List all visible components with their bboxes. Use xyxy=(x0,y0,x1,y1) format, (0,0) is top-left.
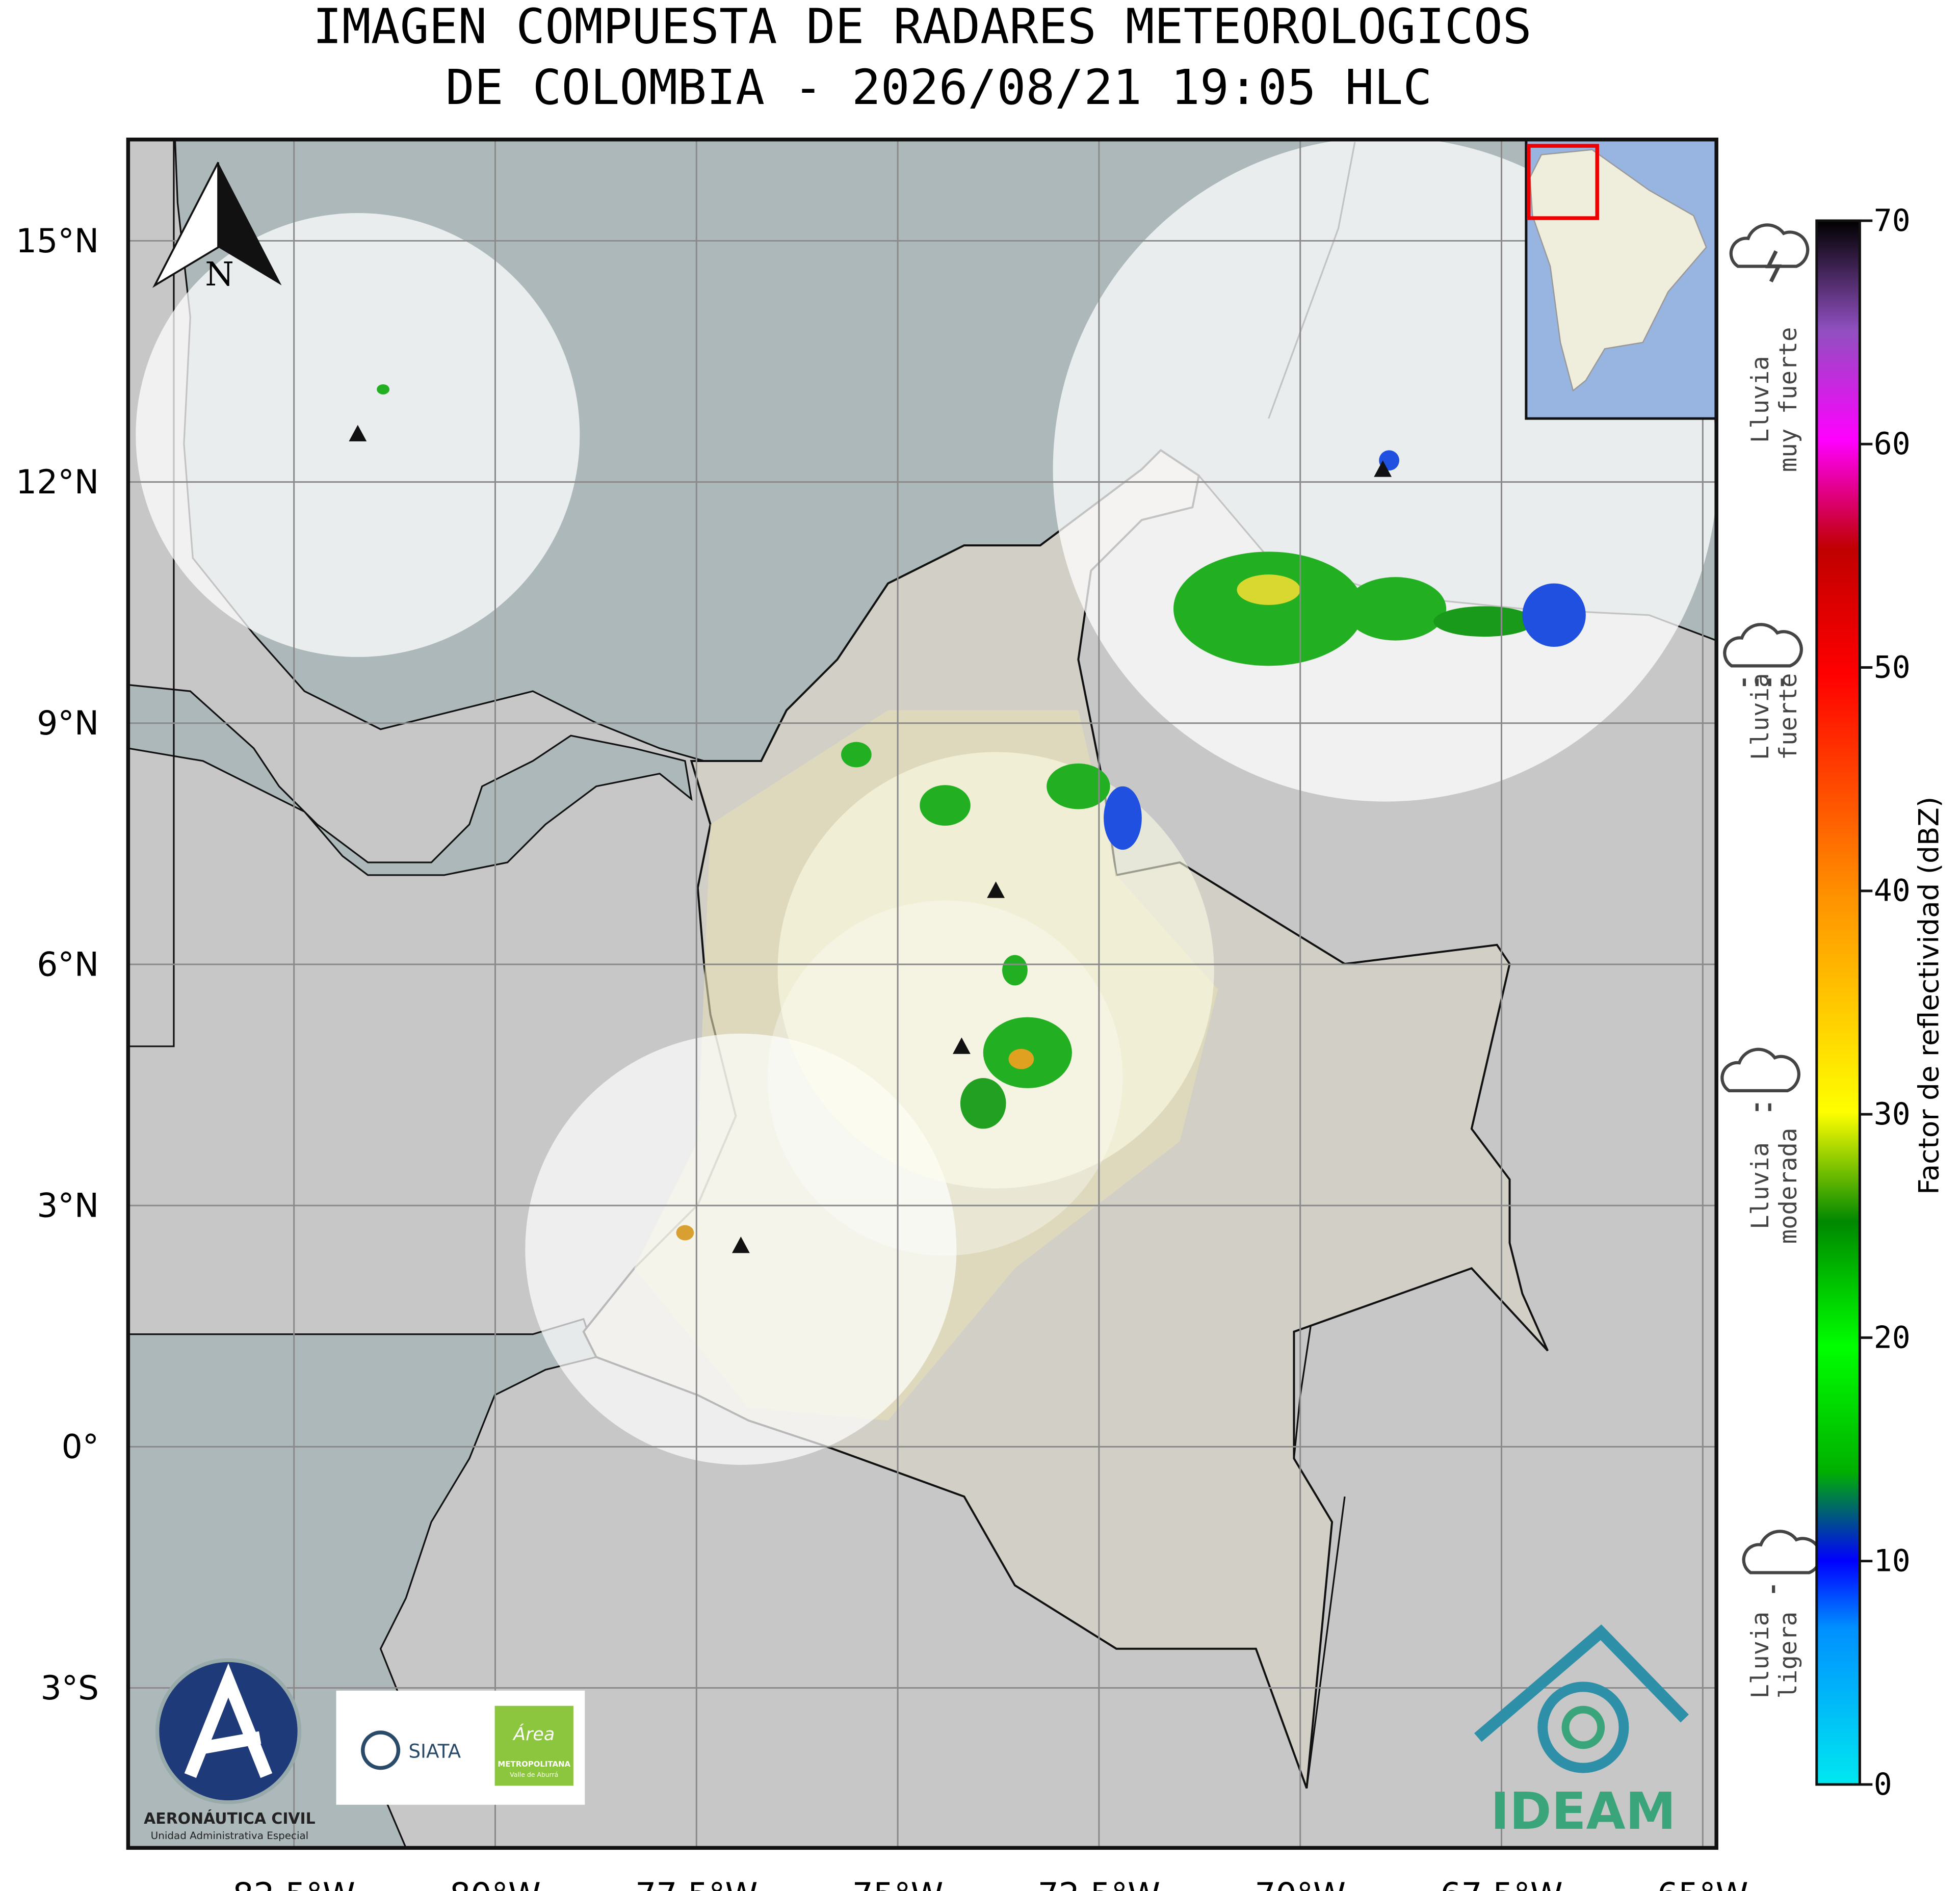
legend-text: Lluvia xyxy=(1746,1612,1774,1699)
colorbar-label: Factor de reflectividad (dBZ) xyxy=(1913,797,1945,1195)
north-arrow: N xyxy=(152,162,282,294)
colorbar-tick-label: 40 xyxy=(1874,874,1911,909)
logo-text: METROPOLITANA xyxy=(498,1759,570,1769)
y-tick-label: 3°S xyxy=(41,1669,99,1708)
legend-text: muy fuerte xyxy=(1774,327,1802,472)
logo-text: SIATA xyxy=(408,1740,461,1763)
y-tick-label: 9°N xyxy=(37,704,99,743)
y-tick-label: 12°N xyxy=(16,463,99,502)
colorbar-tick-label: 50 xyxy=(1874,650,1911,685)
radar-sites xyxy=(349,425,1392,1253)
x-tick-label: 67.5°W xyxy=(1440,1876,1562,1891)
x-tick-label: 72.5°W xyxy=(1038,1876,1160,1891)
x-tick-label: 65°W xyxy=(1657,1876,1748,1891)
axis-labels: 82.5°W 80°W 77.5°W 75°W 72.5°W 70°W 67.5°W 65°W… xyxy=(16,222,1748,1891)
grid xyxy=(128,139,1717,1848)
y-tick-label: 15°N xyxy=(16,222,99,260)
legend-text: moderada xyxy=(1774,1128,1802,1244)
map: N AERONÁUTICA CIVIL Unidad Administrativ… xyxy=(128,139,1717,1848)
x-tick-label: 82.5°W xyxy=(232,1876,355,1891)
logo-ideam: IDEAM xyxy=(1474,1624,1689,1841)
x-tick-label: 75°W xyxy=(852,1876,944,1891)
radar-coverage xyxy=(767,900,1123,1256)
logo-text: AERONÁUTICA CIVIL xyxy=(144,1809,316,1828)
title: DE COLOMBIA - 2026/08/21 19:05 HLC xyxy=(446,60,1432,116)
colorbar-tick-label: 10 xyxy=(1874,1544,1911,1579)
logo-text: IDEAM xyxy=(1491,1782,1676,1841)
legend-text: Lluvia xyxy=(1746,356,1774,443)
x-tick-label: 70°W xyxy=(1255,1876,1346,1891)
logo-text: Unidad Administrativa Especial xyxy=(151,1830,309,1842)
legend-text: Lluvia xyxy=(1746,1142,1774,1229)
logo-aerocivil: AERONÁUTICA CIVIL Unidad Administrativa … xyxy=(144,1658,316,1842)
radar-coverage xyxy=(777,752,1214,1189)
legend-text: Lluvia xyxy=(1746,673,1774,760)
y-tick-label: 0° xyxy=(62,1428,99,1466)
logo-siata-area: SIATA Área METROPOLITANA Valle de Aburrá xyxy=(336,1690,585,1805)
x-tick-label: 77.5°W xyxy=(635,1876,757,1891)
logo-text: Área xyxy=(512,1723,555,1745)
colorbar-tick-label: 70 xyxy=(1874,203,1911,239)
inset-map xyxy=(1525,139,1717,420)
y-tick-label: 3°N xyxy=(37,1187,99,1225)
logo-text: Valle de Aburrá xyxy=(510,1771,558,1778)
title: IMAGEN COMPUESTA DE RADARES METEOROLOGIC… xyxy=(313,0,1532,55)
x-tick-label: 80°W xyxy=(450,1876,541,1891)
legend-text: fuerte xyxy=(1774,673,1802,760)
legend-text: ligera xyxy=(1774,1612,1802,1699)
colorbar xyxy=(1815,219,1861,1786)
colorbar-tick-label: 0 xyxy=(1874,1767,1892,1802)
colorbar-tick-label: 20 xyxy=(1874,1320,1911,1355)
colorbar-tick-label: 60 xyxy=(1874,427,1911,462)
precipitation xyxy=(377,384,1586,1241)
colorbar-ticks: 0 10 20 30 40 50 60 70 xyxy=(1860,203,1911,1802)
north-label: N xyxy=(205,255,234,294)
colorbar-tick-label: 30 xyxy=(1874,1097,1911,1132)
map-frame xyxy=(126,137,1718,1850)
y-tick-label: 6°N xyxy=(37,946,99,984)
